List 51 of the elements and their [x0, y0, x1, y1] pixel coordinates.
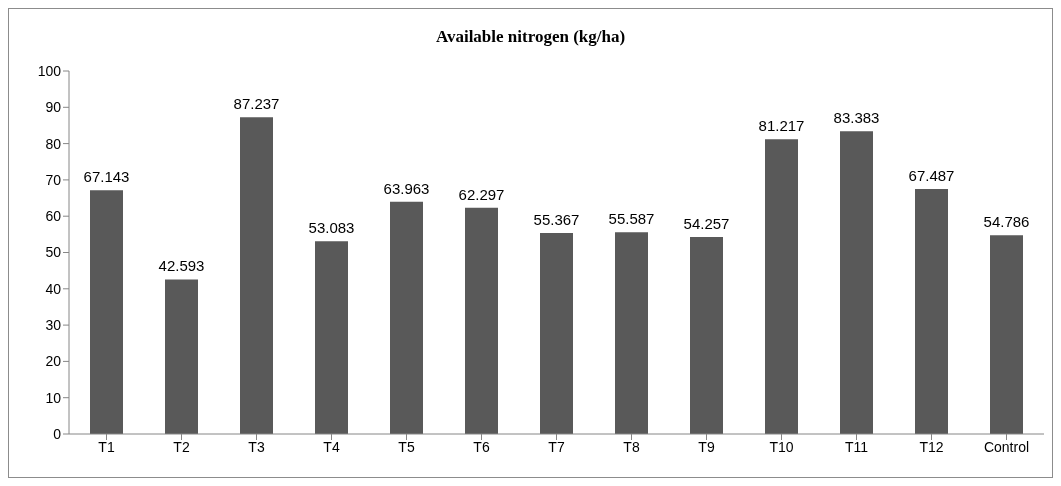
x-tick-label: Control	[983, 438, 1030, 455]
data-label: 62.297	[458, 185, 505, 203]
y-tick-label: 90	[45, 99, 62, 116]
bar	[165, 279, 198, 434]
x-tick-label: T5	[398, 438, 415, 455]
chart-title: Available nitrogen (kg/ha)	[434, 26, 627, 48]
bar	[240, 117, 273, 434]
bar	[465, 207, 498, 434]
bar	[765, 139, 798, 434]
x-tick-label: T4	[323, 438, 340, 455]
bar	[840, 131, 873, 434]
data-label: 54.257	[683, 215, 730, 233]
y-tick-label: 100	[37, 62, 62, 79]
x-tick-label: T8	[623, 438, 640, 455]
bar	[915, 189, 948, 434]
y-tick-label: 50	[45, 244, 62, 261]
bar	[390, 201, 423, 434]
x-tick-label: T11	[844, 438, 869, 455]
data-label: 83.383	[833, 109, 880, 127]
data-label: 53.083	[308, 219, 355, 237]
x-tick-label: T7	[548, 438, 565, 455]
bar	[990, 235, 1023, 434]
x-tick-label: T9	[698, 438, 715, 455]
x-tick-label: T1	[98, 438, 115, 455]
y-tick-label: 20	[45, 353, 62, 370]
y-tick-label: 70	[45, 171, 62, 188]
y-tick-label: 30	[45, 317, 62, 334]
x-tick-label: T6	[473, 438, 490, 455]
data-label: 55.367	[533, 211, 580, 229]
x-tick-label: T10	[769, 438, 794, 455]
bar	[90, 190, 123, 434]
x-tick-label: T3	[248, 438, 265, 455]
data-label: 87.237	[233, 95, 280, 113]
y-tick-label: 40	[45, 280, 62, 297]
y-tick-label: 60	[45, 208, 62, 225]
bar	[315, 241, 348, 434]
data-label: 81.217	[758, 117, 805, 135]
data-label: 54.786	[983, 213, 1030, 231]
x-tick-label: T2	[173, 438, 190, 455]
y-tick-label: 10	[45, 389, 62, 406]
y-tick-label: 80	[45, 135, 62, 152]
bar	[690, 237, 723, 434]
bar	[540, 233, 573, 434]
data-label: 63.963	[383, 179, 430, 197]
data-label: 67.143	[83, 168, 130, 186]
y-tick-label: 0	[53, 425, 62, 442]
data-label: 67.487	[908, 167, 955, 185]
x-tick-label: T12	[919, 438, 944, 455]
data-label: 55.587	[608, 210, 655, 228]
bar	[615, 232, 648, 434]
data-label: 42.593	[158, 257, 205, 275]
